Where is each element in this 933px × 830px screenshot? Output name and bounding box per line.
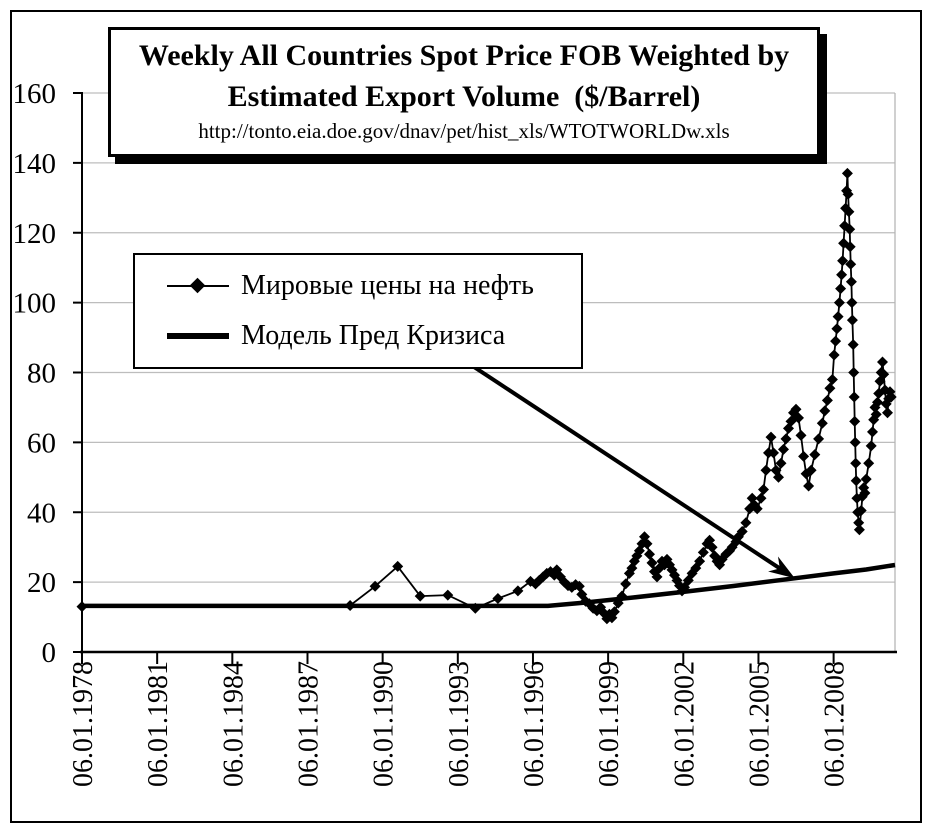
chart-source-url: http://tonto.eia.doe.gov/dnav/pet/hist_x… [198,119,730,143]
y-tick-label: 160 [13,78,57,110]
chart-title-line1: Weekly All Countries Spot Price FOB Weig… [138,39,790,72]
chart-title-box: Weekly All Countries Spot Price FOB Weig… [108,27,820,157]
y-tick-label: 0 [42,637,57,669]
x-tick-label: 06.01.2008 [820,661,851,787]
diamond-line-swatch-icon [167,277,229,294]
x-axis-labels: 06.01.1978 06.01.1981 06.01.1984 06.01.1987… [68,661,851,787]
y-tick-label: 140 [13,148,57,180]
y-axis-labels: 0 20 40 60 80 100 120 140 160 [13,78,57,669]
x-tick-label: 06.01.1978 [68,661,99,787]
y-tick-label: 120 [13,218,57,250]
x-tick-label: 06.01.1987 [294,661,325,787]
x-tick-label: 06.01.1993 [444,661,475,787]
tick-marks [73,92,835,664]
x-tick-label: 06.01.1999 [594,661,625,787]
legend-label-precrisis-model: Модель Пред Кризиса [241,320,506,352]
y-tick-label: 40 [27,497,56,529]
annotation-arrow-line [465,360,785,573]
page-border [10,10,922,823]
x-tick-label: 06.01.1990 [369,661,400,787]
y-tick-label: 60 [27,427,56,459]
legend-label-world-oil-prices: Мировые цены на нефть [241,269,534,301]
legend-item-world-oil-prices: Мировые цены на нефть [167,266,581,306]
x-tick-label: 06.01.1984 [218,661,249,787]
chart-title-line2: Estimated Export Volume ($/Barrel) [227,80,701,113]
thick-line-swatch-icon [167,328,229,344]
x-tick-label: 06.01.2002 [669,661,700,787]
series-world-oil-prices-line [81,173,893,621]
legend-item-precrisis-model: Модель Пред Кризиса [167,316,581,356]
x-tick-label: 06.01.2005 [745,661,776,787]
series-precrisis-model-line [82,562,896,609]
legend: Мировые цены на нефть Модель Пред Кризис… [133,253,583,369]
legend-diamond-icon [189,277,206,293]
y-tick-label: 80 [27,358,56,390]
price-diamond-markers [76,167,897,625]
x-tick-label: 06.01.1996 [519,661,550,787]
y-tick-label: 20 [27,567,56,599]
y-tick-label: 100 [13,288,57,320]
legend-thick-line-icon [167,333,229,340]
x-tick-label: 06.01.1981 [143,661,174,787]
annotation-arrowhead-icon [768,556,795,579]
